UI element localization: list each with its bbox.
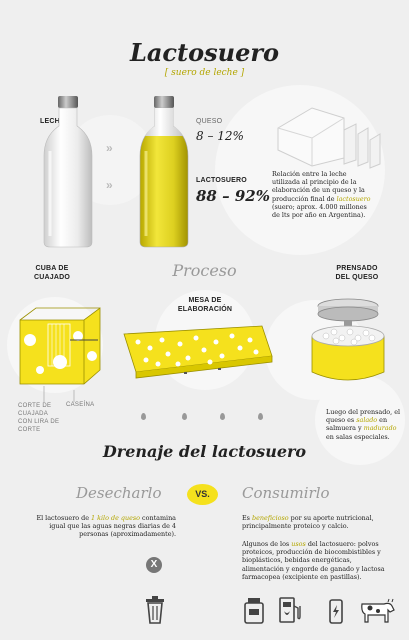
energy-drink-icon bbox=[329, 599, 343, 624]
lactosuero-label: LACTOSUERO bbox=[196, 177, 247, 184]
protein-powder-icon bbox=[244, 598, 264, 624]
prensado-label: PRENSADO DEL QUESO bbox=[335, 265, 379, 281]
cuba-label: CUBA DE CUAJADO bbox=[33, 265, 70, 281]
mesa-elaboracion-icon bbox=[123, 325, 273, 379]
corte-label: CORTE DE CUAJADA CON LIRA DE CORTE bbox=[18, 403, 60, 433]
cheese-block-icon bbox=[277, 107, 381, 169]
cuba-cuajado-icon bbox=[19, 307, 101, 385]
drop-icon bbox=[182, 413, 187, 420]
whey-bottle-icon bbox=[139, 96, 189, 248]
consumir-text-1: Es beneficioso por su aporte nutricional… bbox=[242, 514, 374, 531]
fuel-pump-icon bbox=[279, 597, 301, 623]
trash-icon bbox=[146, 596, 164, 624]
relacion-text: Relación entre la leche utilizada al pri… bbox=[272, 170, 371, 220]
callout-lines bbox=[43, 386, 75, 402]
prensado-text: Luego del prensado, el queso es salado e… bbox=[326, 408, 401, 441]
chevron-right-icon: » bbox=[106, 141, 113, 155]
page-subtitle: [ suero de leche ] bbox=[164, 68, 245, 78]
drop-icon bbox=[141, 413, 146, 420]
mesa-label: MESA DE ELABORACIÓN bbox=[177, 297, 233, 313]
prensa-queso-icon bbox=[311, 298, 385, 381]
consumirlo-heading: Consumirlo bbox=[242, 484, 330, 502]
desecharlo-heading: Desecharlo bbox=[76, 484, 162, 502]
drenaje-title: Drenaje del lactosuero bbox=[102, 442, 307, 461]
queso-percent: 8 – 12% bbox=[196, 129, 244, 143]
page-title: Lactosuero bbox=[129, 38, 279, 67]
desechar-text: El lactosuero de 1 kilo de queso contami… bbox=[36, 514, 176, 539]
consumir-text-2: Algunos de los usos del lactosuero: polv… bbox=[242, 540, 385, 581]
drop-icon bbox=[220, 413, 225, 420]
vs-badge: VS. bbox=[187, 484, 218, 505]
drop-icon bbox=[258, 413, 263, 420]
milk-bottle-icon bbox=[43, 96, 93, 248]
lactosuero-percent: 88 – 92% bbox=[196, 187, 270, 205]
proceso-title: Proceso bbox=[172, 261, 237, 280]
chevron-right-icon: » bbox=[106, 178, 113, 192]
x-mark-icon: X bbox=[146, 557, 162, 573]
cow-icon bbox=[361, 598, 395, 623]
queso-label: QUESO bbox=[196, 118, 223, 125]
caseina-label: CASEÍNA bbox=[66, 402, 95, 408]
leche-label: LECHE bbox=[40, 118, 65, 125]
